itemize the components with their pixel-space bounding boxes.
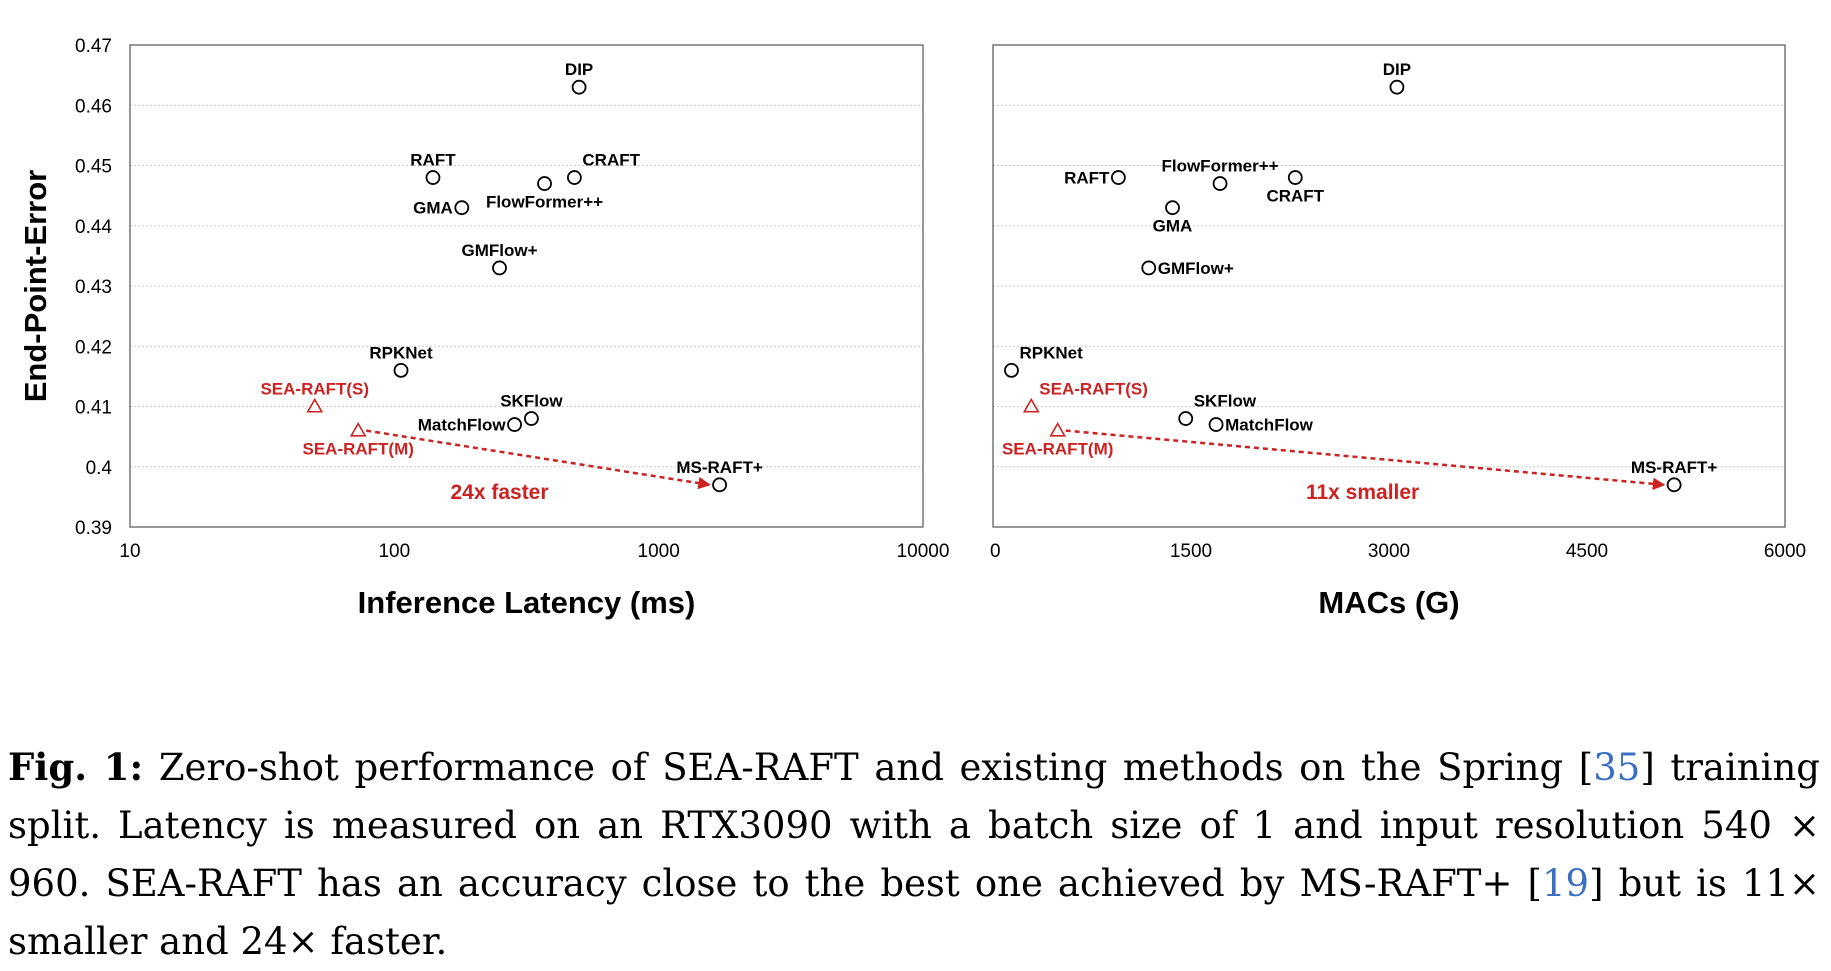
chart2-point-flowformer: [1212, 176, 1228, 191]
chart2-point-craft: [1287, 170, 1303, 185]
chart1-ytick-label: 0.44: [75, 217, 112, 238]
chart2-label-skflow: SKFlow: [1194, 392, 1257, 411]
chart2-plot-frame: [992, 44, 1786, 528]
chart1-xtick-label: 1000: [638, 541, 680, 562]
chart1-label-craft: CRAFT: [582, 151, 640, 170]
chart1-plot-frame: [129, 44, 924, 528]
chart1-label-sea-raft-s: SEA-RAFT(S): [260, 380, 369, 399]
chart2-xtick-label: 1500: [1170, 541, 1212, 562]
chart1-point-ms-raft: [712, 477, 727, 493]
chart1-xtick-label: 10: [119, 541, 140, 562]
chart2-label-flowformer: FlowFormer++: [1161, 157, 1278, 176]
chart1-xtick-label: 10000: [897, 541, 950, 562]
chart1-yaxis-title: End-Point-Error: [18, 170, 53, 403]
caption-text-2: ] training split. Latency is measured on…: [8, 746, 1820, 905]
caption-text-3: ] but is 11× smaller and 24× faster.: [8, 862, 1820, 963]
chart1-ytick-label: 0.47: [75, 36, 112, 57]
caption-lead: Fig. 1:: [8, 745, 144, 789]
chart1-point-skflow: [523, 411, 539, 426]
chart1-ytick-label: 0.43: [75, 277, 112, 298]
chart1-ytick-label: 0.45: [75, 157, 112, 178]
chart1-ytick-label: 0.41: [75, 398, 112, 419]
chart2-xtick-label: 6000: [1764, 541, 1806, 562]
chart2-xaxis-title: MACs (G): [1318, 585, 1459, 620]
chart2-annotation: 11x smaller: [1306, 481, 1419, 504]
chart1-point-sea-raft-m: [349, 421, 367, 437]
chart1-label-raft: RAFT: [410, 151, 456, 170]
chart1-label-flowformer: FlowFormer++: [486, 193, 603, 212]
chart1-point-flowformer: [537, 176, 552, 191]
chart2-point-ms-raft: [1666, 477, 1682, 493]
chart1-label-matchflow: MatchFlow: [418, 416, 507, 435]
chart1-point-matchflow: [507, 417, 522, 432]
chart1-point-raft: [425, 170, 441, 185]
chart1-label-gma: GMA: [413, 199, 453, 218]
chart1-label-gmflow: GMFlow+: [462, 241, 538, 260]
chart2-label-ms-raft: MS-RAFT+: [1631, 458, 1717, 477]
chart1-xtick-label: 100: [378, 541, 410, 562]
chart2-point-gma: [1165, 200, 1180, 216]
chart1-ytick-label: 0.42: [75, 337, 112, 358]
chart1-annotation: 24x faster: [450, 481, 548, 504]
chart1-trend-arrow: [366, 429, 711, 490]
chart1-point-craft: [567, 170, 582, 185]
chart1-label-rpknet: RPKNet: [369, 343, 433, 362]
chart1-label-dip: DIP: [565, 60, 593, 79]
chart1-label-sea-raft-m: SEA-RAFT(M): [302, 440, 413, 459]
chart2-label-gma: GMA: [1153, 217, 1193, 236]
chart2-point-dip: [1389, 79, 1405, 95]
chart2-trend-arrow: [1065, 429, 1666, 491]
chart2-point-sea-raft-m: [1049, 421, 1067, 437]
chart2-point-raft: [1111, 170, 1126, 185]
caption-text-1: Zero-shot performance of SEA-RAFT and ex…: [143, 746, 1594, 789]
chart2-label-raft: RAFT: [1064, 169, 1110, 188]
chart1-ytick-label: 0.39: [75, 518, 112, 539]
chart2-label-sea-raft-m: SEA-RAFT(M): [1002, 440, 1113, 459]
chart1-point-sea-raft-s: [306, 397, 324, 413]
chart1-point-rpknet: [393, 362, 409, 378]
chart2-point-sea-raft-s: [1022, 397, 1040, 413]
chart2-xtick-label: 0: [990, 541, 1001, 562]
chart1-label-ms-raft: MS-RAFT+: [676, 458, 762, 477]
chart2-label-sea-raft-s: SEA-RAFT(S): [1039, 380, 1148, 399]
chart1-ytick-label: 0.4: [86, 458, 113, 479]
chart1-point-gma: [454, 200, 470, 216]
chart2-label-rpknet: RPKNet: [1019, 343, 1083, 362]
chart1-label-skflow: SKFlow: [500, 392, 563, 411]
chart1-point-gmflow: [492, 260, 507, 276]
chart2-xtick-label: 4500: [1566, 541, 1608, 562]
chart2-label-craft: CRAFT: [1266, 187, 1324, 206]
chart1-ytick-label: 0.46: [75, 96, 112, 117]
chart2-point-gmflow: [1141, 260, 1157, 276]
figure-caption: Fig. 1: Zero-shot performance of SEA-RAF…: [8, 738, 1820, 971]
chart2-xtick-label: 3000: [1368, 541, 1410, 562]
chart2-point-skflow: [1178, 411, 1194, 426]
chart2-point-rpknet: [1004, 362, 1019, 378]
chart2-label-matchflow: MatchFlow: [1225, 416, 1314, 435]
chart1-point-dip: [571, 79, 587, 95]
chart2-label-gmflow: GMFlow+: [1158, 259, 1234, 278]
chart1-xaxis-title: Inference Latency (ms): [358, 585, 696, 620]
caption-ref-35[interactable]: 35: [1593, 746, 1641, 789]
caption-ref-19[interactable]: 19: [1541, 862, 1590, 905]
chart2-label-dip: DIP: [1383, 60, 1411, 79]
chart2-point-matchflow: [1208, 417, 1224, 432]
